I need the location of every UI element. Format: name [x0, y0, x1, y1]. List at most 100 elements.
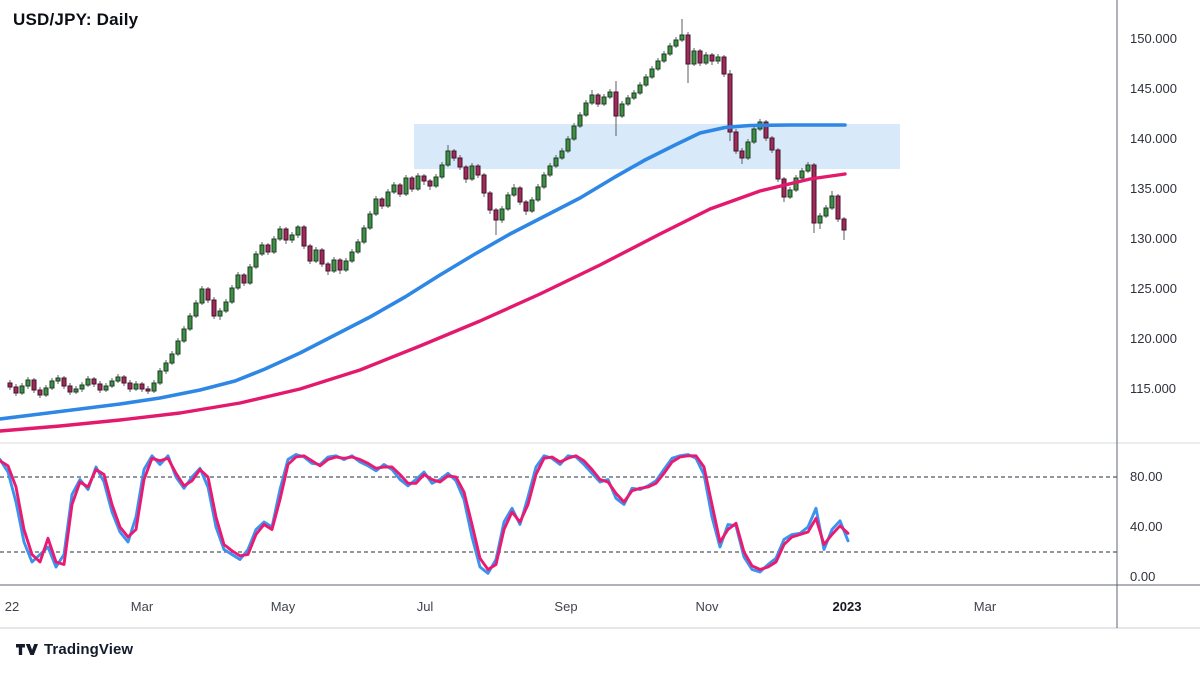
bull-candle: [559, 150, 565, 159]
bear-candle: [91, 378, 97, 385]
bull-candle: [625, 97, 631, 105]
time-tick-label: Mar: [973, 599, 997, 614]
price-axis[interactable]: 150.000 145.000 140.000 135.000 130.000 125.0…: [1130, 0, 1200, 628]
bear-candle: [7, 382, 13, 388]
bear-candle: [481, 174, 487, 194]
bear-candle: [211, 299, 217, 317]
bear-candle: [517, 187, 523, 203]
bull-candle: [49, 380, 55, 389]
time-tick-label: Sep: [554, 599, 578, 614]
bull-candle: [445, 150, 451, 166]
bull-candle: [187, 315, 193, 330]
bull-candle: [679, 34, 685, 41]
bull-candle: [277, 228, 283, 240]
axis-tick-label: 125.000: [1130, 281, 1177, 296]
bear-candle: [781, 178, 787, 198]
bull-candle: [181, 328, 187, 342]
tradingview-logo[interactable]: TradingView: [16, 641, 133, 658]
bull-candle: [391, 184, 397, 193]
bull-candle: [601, 96, 607, 105]
bear-candle: [709, 54, 715, 62]
bull-candle: [79, 384, 85, 390]
bull-candle: [751, 128, 757, 143]
axis-tick-label: 130.000: [1130, 231, 1177, 246]
bull-candle: [331, 259, 337, 272]
bear-candle: [241, 274, 247, 284]
bear-candle: [379, 198, 385, 207]
bull-candle: [667, 45, 673, 55]
bear-candle: [307, 245, 313, 262]
bull-candle: [169, 353, 175, 364]
bull-candle: [133, 383, 139, 390]
bull-candle: [229, 287, 235, 303]
bull-candle: [649, 68, 655, 78]
bear-candle: [145, 388, 151, 392]
bear-candle: [835, 195, 841, 220]
bull-candle: [253, 253, 259, 268]
bull-candle: [193, 302, 199, 317]
bull-candle: [349, 251, 355, 262]
bear-candle: [697, 50, 703, 64]
bull-candle: [295, 226, 301, 236]
bull-candle: [553, 157, 559, 167]
bull-candle: [607, 91, 613, 98]
bear-candle: [811, 164, 817, 224]
bull-candle: [691, 50, 697, 65]
bear-candle: [727, 73, 733, 133]
bear-candle: [319, 249, 325, 265]
bear-candle: [127, 382, 133, 390]
bull-candle: [505, 194, 511, 210]
bear-candle: [61, 377, 67, 387]
bear-candle: [595, 94, 601, 105]
tradingview-icon: [16, 644, 38, 655]
bear-candle: [13, 386, 19, 394]
bull-candle: [787, 189, 793, 198]
bull-candle: [715, 56, 721, 62]
bear-candle: [409, 177, 415, 190]
bull-candle: [703, 54, 709, 64]
slow-ma-line: [0, 172, 847, 433]
bull-candle: [799, 170, 805, 179]
bull-candle: [745, 141, 751, 159]
bull-candle: [829, 195, 835, 209]
time-tick-label: 22: [4, 599, 20, 614]
bull-candle: [433, 176, 439, 187]
bull-candle: [109, 380, 115, 387]
highlight-zone[interactable]: [414, 124, 900, 169]
bear-candle: [67, 385, 73, 393]
bull-candle: [373, 198, 379, 215]
bull-candle: [217, 310, 223, 317]
time-tick-label: Jul: [416, 599, 434, 614]
axis-tick-label: 120.000: [1130, 331, 1177, 346]
bull-candle: [661, 53, 667, 62]
bull-candle: [85, 378, 91, 386]
bull-candle: [361, 227, 367, 243]
stoch-k-line: [0, 453, 850, 575]
time-tick-label: May: [270, 599, 296, 614]
bull-candle: [415, 175, 421, 190]
bull-candle: [247, 266, 253, 284]
tradingview-logo-text: TradingView: [44, 641, 134, 658]
bull-candle: [235, 274, 241, 289]
fast-ma-line: [0, 123, 847, 421]
bear-candle: [463, 166, 469, 180]
axis-tick-label: 150.000: [1130, 31, 1177, 46]
bull-candle: [547, 165, 553, 176]
bear-candle: [427, 180, 433, 187]
time-axis[interactable]: 22 Mar May Jul Sep Nov 2023 Mar: [0, 599, 1117, 625]
bear-candle: [397, 184, 403, 195]
bear-candle: [613, 91, 619, 117]
bull-candle: [577, 114, 583, 127]
bear-candle: [205, 288, 211, 301]
axis-tick-label: 135.000: [1130, 181, 1177, 196]
bull-candle: [151, 382, 157, 392]
bear-candle: [121, 376, 127, 384]
time-tick-label: 2023: [832, 599, 862, 614]
bear-candle: [493, 209, 499, 221]
symbol-title: USD/JPY: Daily: [13, 10, 139, 29]
bull-candle: [469, 165, 475, 180]
bull-candle: [355, 241, 361, 253]
axis-tick-label: 145.000: [1130, 81, 1177, 96]
bull-candle: [55, 377, 61, 382]
